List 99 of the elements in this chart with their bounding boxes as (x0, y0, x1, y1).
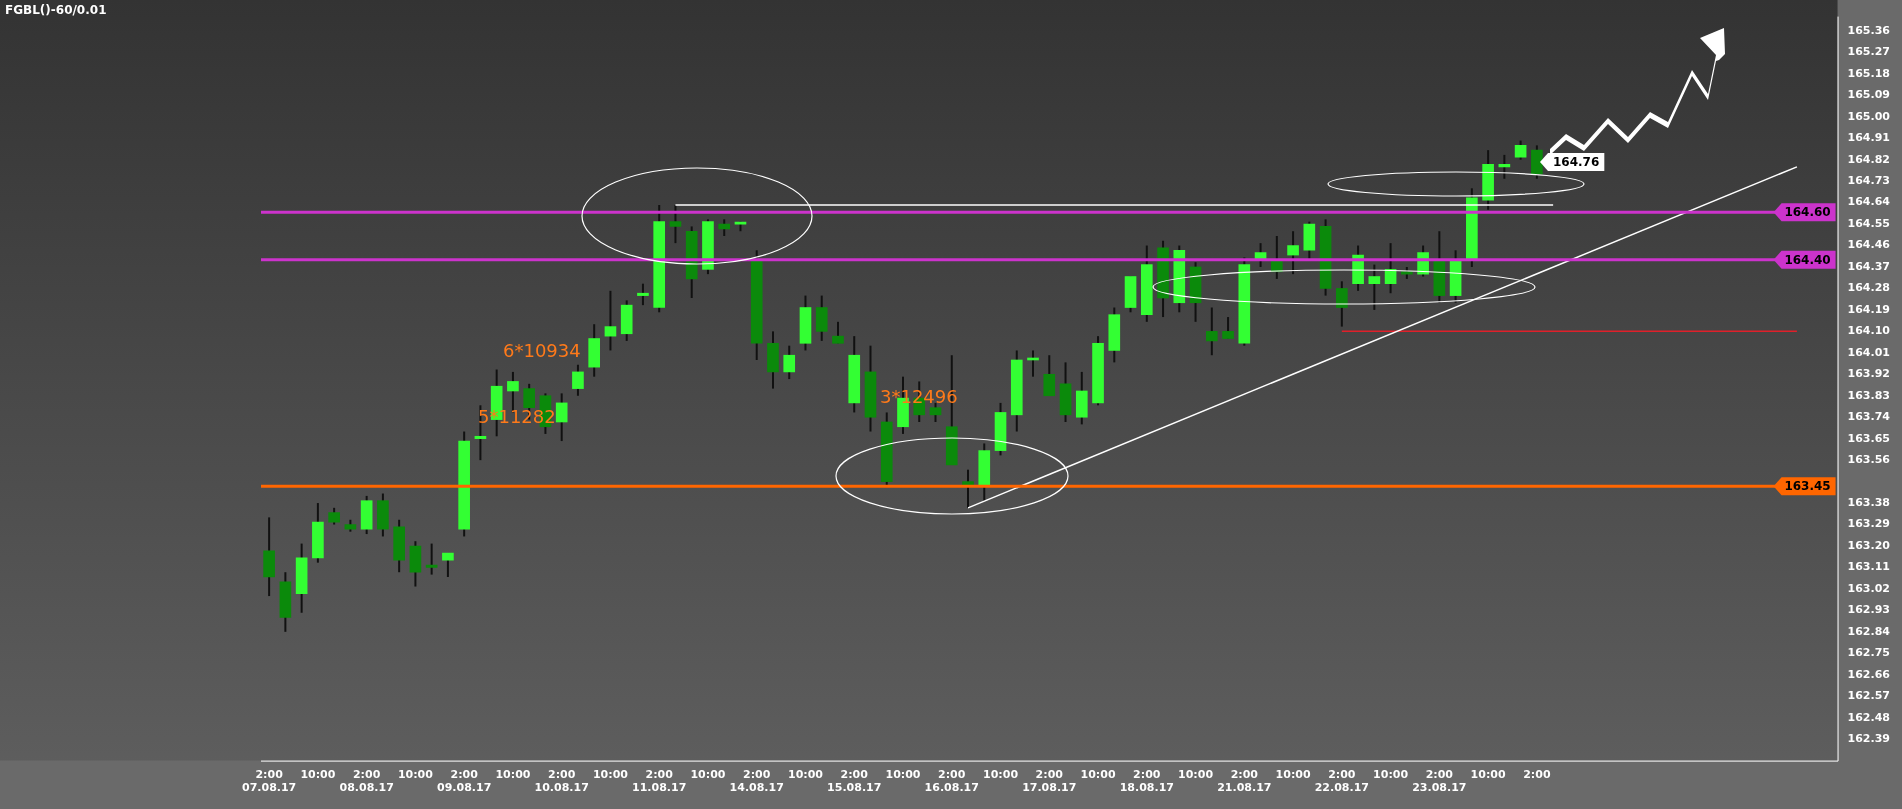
candlestick (783, 344, 796, 381)
x-tick-label: 2:00 (1133, 768, 1161, 782)
y-tick-label: 163.56 (1847, 453, 1891, 466)
text: 17.08.17 (1022, 781, 1077, 795)
x-tick-label: 10:00 (690, 768, 726, 782)
annotation: 5*11282 (478, 406, 556, 427)
x-tick-label: 10:00 (592, 768, 629, 782)
ref-line-label: 164.40 (1784, 252, 1831, 267)
y-tick-label: 163.02 (1847, 581, 1891, 595)
annotation: 3*12496 (880, 386, 958, 407)
text: 21.08.17 (1217, 781, 1272, 795)
y-tick-label: 164.91 (1847, 131, 1891, 145)
candlestick (1514, 139, 1527, 161)
text: 11.08.17 (632, 781, 687, 795)
x-tick-label: 2:00 (1523, 768, 1551, 782)
x-tick-label: 10:00 (1373, 768, 1409, 782)
x-tick-label: 2:00 (352, 768, 381, 782)
y-tick-label: 162.84 (1847, 624, 1891, 638)
x-tick-label: 10:00 (1470, 768, 1506, 782)
text: 18.08.17 (1119, 781, 1174, 795)
y-tick-label: 163.92 (1847, 367, 1891, 381)
y-tick-label: 165.00 (1847, 109, 1891, 123)
y-tick-label: 164.01 (1847, 345, 1891, 359)
ref-line-label: 163.45 (1784, 479, 1831, 494)
x-tick-label: 2:00 (450, 768, 479, 782)
text: 07.08.17 (241, 781, 297, 795)
y-tick-label: 165.18 (1847, 66, 1891, 80)
candlestick (1336, 280, 1348, 328)
candlestick (929, 401, 942, 423)
y-tick-label: 164.28 (1847, 281, 1891, 295)
text: 23.08.17 (1412, 781, 1467, 795)
y-tick-label: 164.46 (1847, 238, 1891, 252)
y-tick-label: 163.11 (1847, 560, 1891, 574)
text: 09.08.17 (437, 781, 492, 795)
candlestick (637, 282, 649, 307)
y-tick-label: 165.27 (1847, 45, 1891, 59)
x-tick-label: 2:00 (548, 768, 576, 782)
x-tick-label: 2:00 (938, 768, 966, 782)
candlestick (1205, 306, 1218, 357)
x-tick-label: 2:00 (1230, 768, 1259, 782)
x-tick-label: 2:00 (1425, 768, 1454, 782)
candlestick (1222, 316, 1234, 340)
y-tick-label: 165.09 (1847, 88, 1891, 102)
text: 14.08.17 (729, 781, 784, 795)
y-tick-label: 164.55 (1847, 216, 1891, 230)
candlestick (1498, 153, 1511, 180)
candlestick (572, 363, 584, 397)
ref-line-label: 164.60 (1784, 205, 1831, 220)
candlestick (425, 542, 438, 576)
y-tick-label: 162.48 (1847, 710, 1891, 724)
text: FGBL()-60/0.01 (5, 3, 107, 17)
y-tick-label: 163.29 (1847, 517, 1891, 531)
candlestick (442, 552, 454, 578)
x-tick-label: 2:00 (645, 768, 674, 782)
y-tick-label: 162.66 (1847, 667, 1891, 681)
x-tick-label: 10:00 (300, 768, 336, 782)
y-tick-label: 164.82 (1847, 152, 1891, 166)
candlestick (669, 203, 682, 245)
y-tick-label: 164.73 (1847, 174, 1891, 187)
x-tick-label: 2:00 (1328, 768, 1356, 782)
y-tick-label: 162.39 (1847, 732, 1891, 745)
x-tick-label: 10:00 (885, 768, 921, 782)
y-tick-label: 163.74 (1847, 410, 1891, 424)
text: 22.08.17 (1314, 781, 1369, 795)
text: 15.08.17 (827, 781, 882, 795)
x-tick-label: 2:00 (743, 768, 771, 782)
y-tick-label: 164.37 (1847, 259, 1891, 273)
x-tick-label: 2:00 (840, 768, 869, 782)
x-tick-label: 10:00 (495, 768, 531, 782)
x-tick-label: 10:00 (397, 768, 434, 782)
candlestick (604, 289, 617, 352)
candlestick (1287, 230, 1299, 276)
y-tick-label: 163.20 (1847, 538, 1891, 552)
y-tick-label: 162.57 (1847, 689, 1891, 703)
x-tick-label: 10:00 (983, 768, 1019, 782)
text: 10.08.17 (534, 781, 589, 795)
x-tick-label: 2:00 (1035, 768, 1064, 782)
y-tick-label: 162.75 (1847, 646, 1891, 660)
y-tick-label: 164.10 (1847, 324, 1891, 338)
x-tick-label: 10:00 (1275, 768, 1311, 782)
x-tick-label: 10:00 (1080, 768, 1116, 782)
candlestick (1043, 354, 1056, 397)
y-tick-label: 162.93 (1847, 603, 1891, 617)
y-tick-label: 164.64 (1847, 195, 1891, 209)
y-tick-label: 163.65 (1847, 431, 1891, 445)
y-tick-label: 164.19 (1847, 302, 1891, 316)
y-tick-label: 163.38 (1847, 495, 1891, 509)
text: 08.08.17 (339, 781, 394, 795)
candlestick (832, 320, 844, 345)
x-tick-label: 10:00 (787, 768, 824, 782)
annotation: 164.76 (1553, 155, 1600, 170)
x-tick-label: 10:00 (1178, 768, 1214, 782)
y-tick-label: 165.36 (1847, 23, 1891, 37)
annotation: 6*10934 (503, 340, 581, 361)
y-tick-label: 163.83 (1847, 388, 1891, 402)
x-tick-label: 2:00 (255, 768, 284, 782)
candlestick (1368, 263, 1381, 311)
candlestick (555, 392, 568, 443)
text: 16.08.17 (924, 781, 979, 795)
